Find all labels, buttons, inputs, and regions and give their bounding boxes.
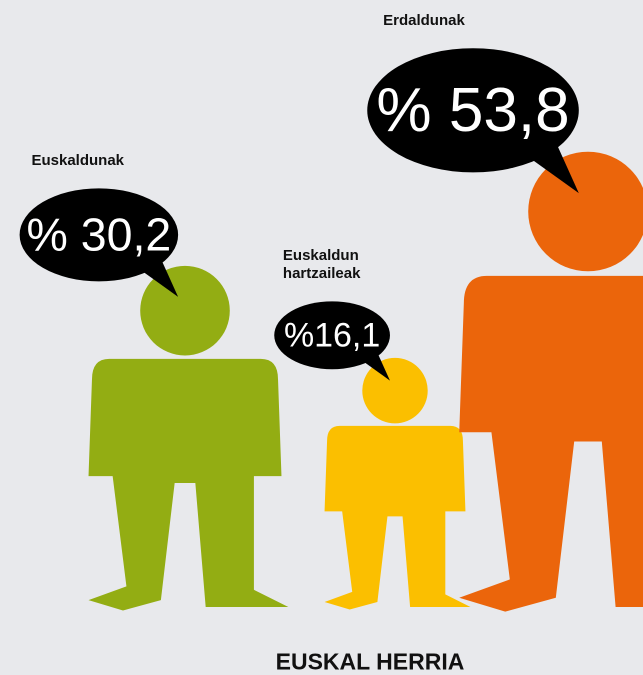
figure — [88, 265, 289, 611]
figure-body — [324, 425, 471, 610]
figure — [459, 151, 643, 612]
value-label: % 30,2 — [26, 208, 171, 260]
category-label: Euskaldun hartzaileak — [282, 247, 361, 283]
value-label: %16,1 — [284, 317, 380, 355]
figure-body — [459, 275, 643, 612]
category-label: Erdaldunak — [383, 12, 465, 30]
speech-bubble — [274, 301, 390, 370]
figure-head — [528, 151, 643, 272]
figure-head — [362, 357, 428, 424]
figure-head — [140, 265, 230, 356]
value-label: % 53,8 — [376, 76, 569, 145]
figure — [324, 357, 471, 610]
chart-title: EUSKAL HERRIA — [275, 648, 465, 675]
speech-bubble — [19, 188, 179, 282]
category-label: Euskaldunak — [31, 152, 125, 170]
figure-body — [88, 358, 289, 611]
speech-bubble — [367, 48, 579, 173]
